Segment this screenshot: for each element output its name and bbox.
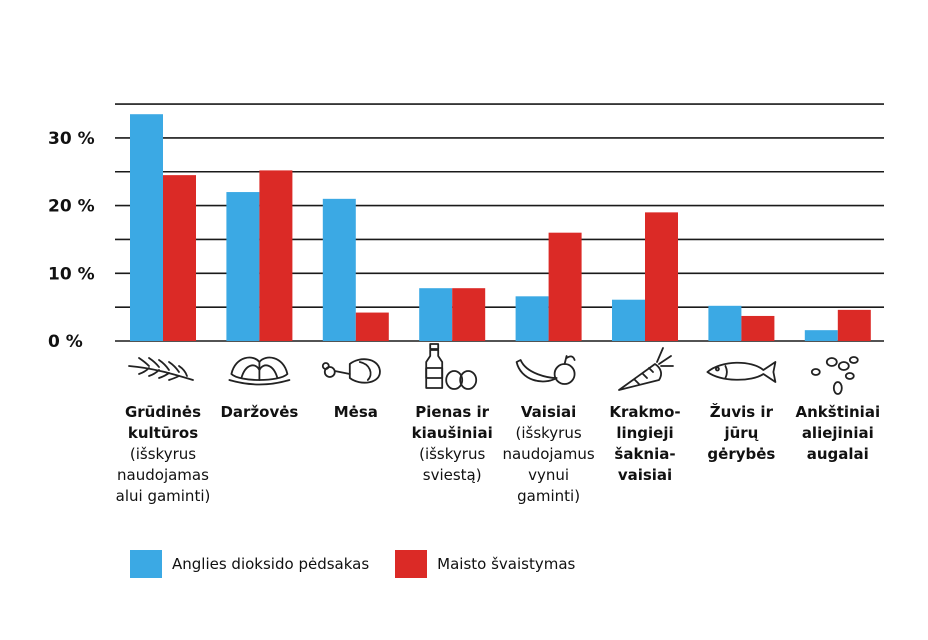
- category-label: Krakmo- lingieji šaknia- vaisiai: [593, 402, 697, 486]
- category-label: Mėsa: [304, 402, 408, 423]
- bar-series2: [355, 312, 389, 341]
- legend-item-series1: Anglies dioksido pėdsakas: [130, 550, 369, 578]
- carrot-icon: [618, 347, 674, 391]
- bar-series2: [548, 232, 582, 341]
- category-note: (išskyrus naudojamus vynui gaminti): [502, 424, 595, 505]
- category-label: Žuvis ir jūrų gėrybės: [689, 402, 793, 465]
- bar-series2: [452, 288, 486, 341]
- category-note: (išskyrus sviestą): [419, 445, 486, 484]
- bar-series1: [612, 299, 645, 341]
- fruit-icon: [515, 355, 576, 385]
- milk-eggs-icon: [425, 343, 478, 390]
- y-tick-label: 10 %: [48, 264, 95, 284]
- y-tick-label: 0 %: [48, 332, 83, 352]
- category-label: Ankštiniai aliejiniai augalai: [786, 402, 890, 465]
- legend-swatch-series2: [395, 550, 428, 578]
- legend-swatch-series1: [130, 550, 162, 578]
- bar-series1: [130, 114, 163, 341]
- category-name: Ankštiniai aliejiniai augalai: [795, 403, 881, 463]
- bar-series2: [645, 212, 678, 341]
- category-name: Mėsa: [333, 403, 378, 421]
- bar-series1: [515, 296, 549, 341]
- wheat-icon: [128, 357, 194, 381]
- bar-series2: [259, 170, 293, 341]
- bar-series1: [708, 305, 742, 341]
- bars: [130, 114, 871, 341]
- lettuce-icon: [228, 356, 291, 386]
- category-label: Vaisiai (išskyrus naudojamus vynui gamint…: [497, 402, 601, 507]
- category-name: Krakmo- lingieji šaknia- vaisiai: [609, 403, 681, 484]
- category-name: Žuvis ir jūrų gėrybės: [707, 403, 776, 463]
- y-tick-label: 20 %: [48, 197, 95, 217]
- bar-series1: [804, 330, 838, 341]
- seeds-icon: [810, 356, 859, 395]
- bar-series2: [741, 315, 775, 341]
- y-tick-label: 30 %: [48, 129, 95, 149]
- y-axis-ticks: 0 % 10 % 20 % 30 %: [48, 129, 95, 352]
- legend-label-series1: Anglies dioksido pėdsakas: [172, 555, 370, 573]
- bar-series1: [226, 192, 260, 341]
- category-label: Daržovės: [207, 402, 311, 423]
- category-name: Pienas ir kiaušiniai: [411, 403, 493, 442]
- bar-series1: [322, 198, 356, 341]
- legend-item-series2: Maisto švaistymas: [395, 550, 575, 578]
- fish-icon: [706, 361, 777, 383]
- legend-label-series2: Maisto švaistymas: [437, 555, 576, 573]
- legend: Anglies dioksido pėdsakas Maisto švaisty…: [130, 549, 601, 579]
- category-name: Grūdinės kultūros: [124, 403, 202, 442]
- bar-series1: [419, 288, 453, 341]
- category-name: Vaisiai: [520, 403, 577, 421]
- category-label: Grūdinės kultūros (išskyrus naudojamas al…: [111, 402, 215, 507]
- ham-icon: [321, 358, 381, 384]
- category-label: Pienas ir kiaušiniai (išskyrus sviestą): [400, 402, 504, 486]
- bar-series2: [837, 309, 871, 341]
- category-note: (išskyrus naudojamas alui gaminti): [115, 445, 211, 505]
- category-icons: [128, 343, 859, 395]
- category-name: Daržovės: [220, 403, 299, 421]
- bar-series2: [163, 175, 196, 341]
